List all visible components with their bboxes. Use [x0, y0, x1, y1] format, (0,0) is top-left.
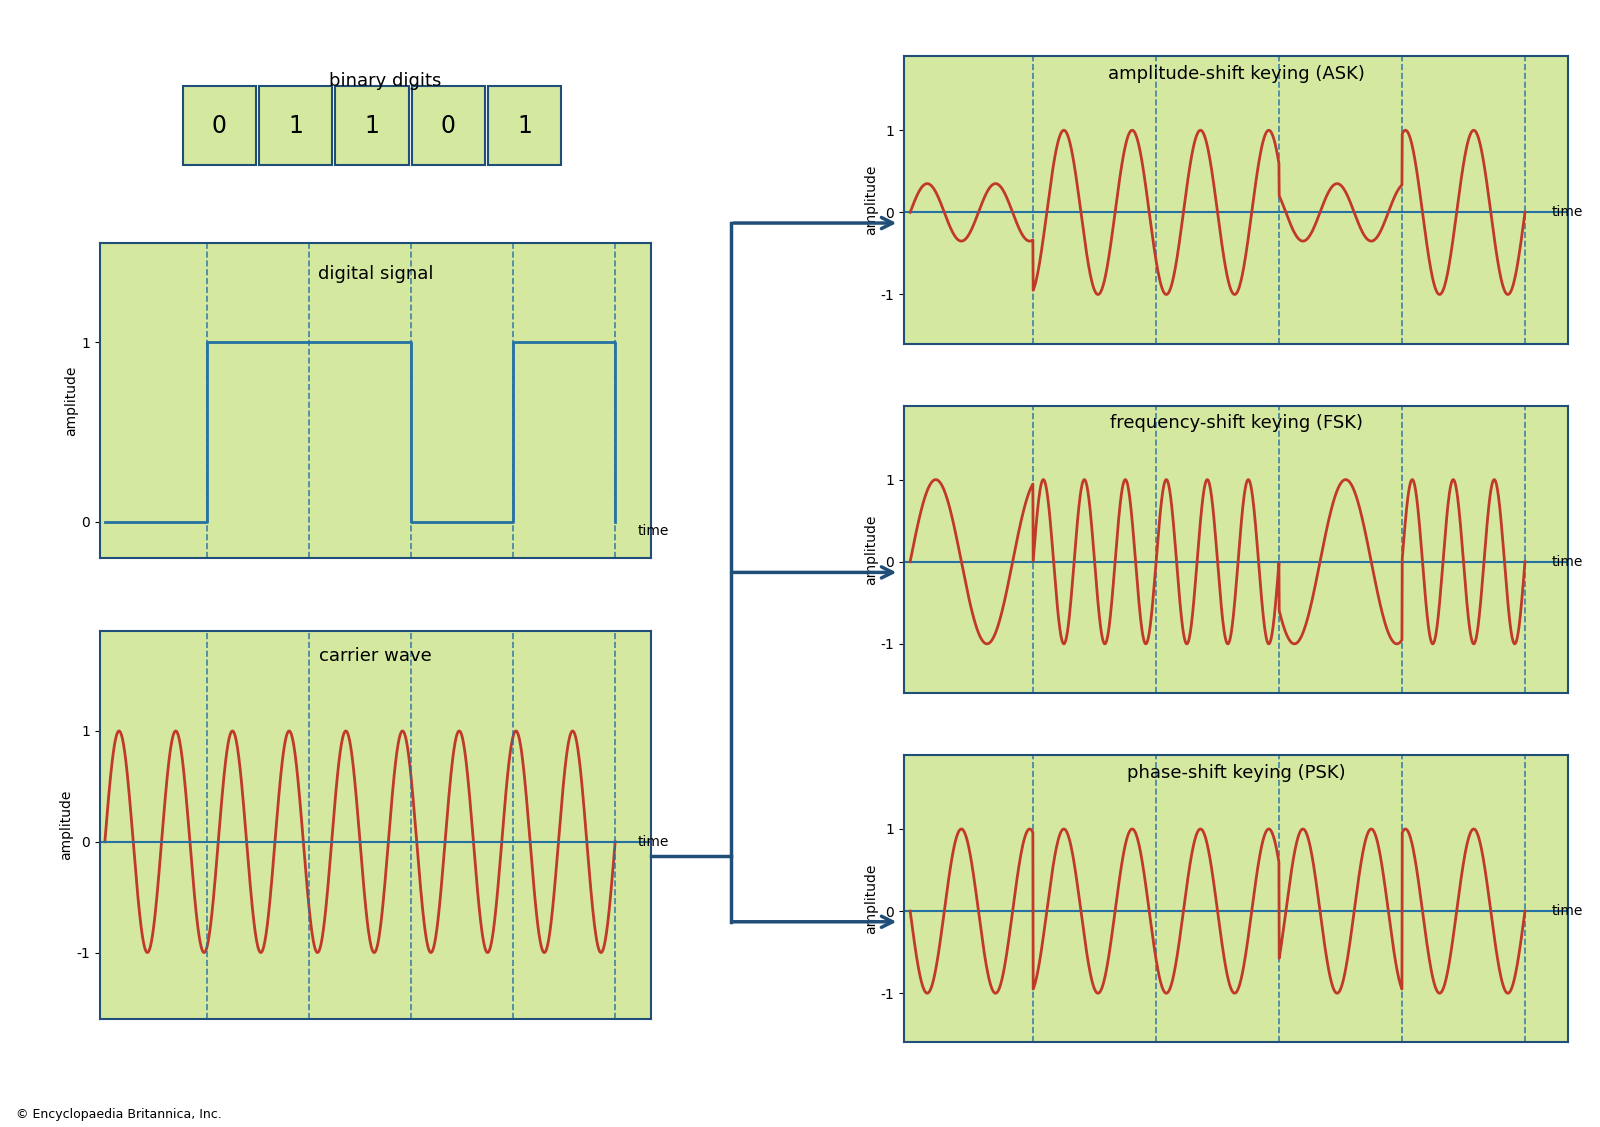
Y-axis label: amplitude: amplitude [64, 365, 78, 436]
Text: time: time [638, 835, 669, 849]
Text: 0: 0 [211, 114, 227, 137]
Y-axis label: amplitude: amplitude [864, 165, 878, 236]
Bar [488, 87, 562, 165]
Bar [182, 87, 256, 165]
Text: phase-shift keying (PSK): phase-shift keying (PSK) [1126, 764, 1346, 782]
Text: 1: 1 [517, 114, 533, 137]
Text: digital signal: digital signal [317, 266, 434, 284]
Text: frequency-shift keying (FSK): frequency-shift keying (FSK) [1109, 415, 1363, 433]
Text: time: time [638, 524, 669, 538]
Text: carrier wave: carrier wave [318, 647, 432, 665]
Text: 0: 0 [442, 114, 456, 137]
Text: amplitude-shift keying (ASK): amplitude-shift keying (ASK) [1107, 65, 1365, 83]
Text: binary digits: binary digits [330, 72, 442, 90]
Bar [259, 87, 333, 165]
Text: © Encyclopaedia Britannica, Inc.: © Encyclopaedia Britannica, Inc. [16, 1108, 222, 1121]
Text: 1: 1 [365, 114, 379, 137]
Text: time: time [1552, 205, 1584, 220]
Text: time: time [1552, 554, 1584, 569]
Text: 1: 1 [288, 114, 302, 137]
Y-axis label: amplitude: amplitude [864, 514, 878, 585]
Y-axis label: amplitude: amplitude [864, 863, 878, 934]
Bar [411, 87, 485, 165]
Bar [336, 87, 408, 165]
Text: time: time [1552, 904, 1584, 919]
Y-axis label: amplitude: amplitude [59, 790, 74, 860]
